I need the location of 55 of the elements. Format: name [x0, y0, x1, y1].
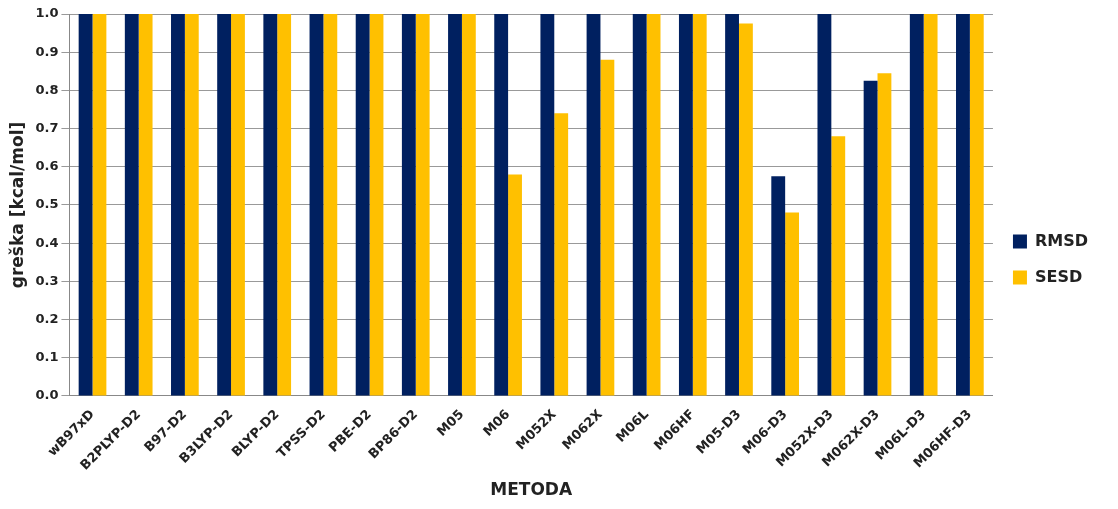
bar — [355, 14, 370, 396]
y-tick-label: 0.4 — [35, 234, 59, 250]
bar — [956, 14, 970, 396]
bar — [263, 14, 278, 396]
bar — [401, 14, 416, 396]
bar — [323, 14, 338, 396]
y-tick-label: 0.5 — [35, 196, 59, 212]
bar — [771, 176, 786, 396]
bar — [632, 14, 647, 396]
legend-label: SESD — [1034, 266, 1083, 286]
bar — [92, 14, 107, 396]
bar — [738, 23, 753, 396]
y-tick-label: 0.1 — [35, 349, 59, 365]
bar — [725, 14, 739, 396]
bar — [494, 14, 509, 396]
bar — [600, 59, 615, 396]
bar — [171, 14, 185, 396]
y-tick-label: 0.8 — [35, 81, 59, 97]
bar — [184, 14, 199, 396]
bar — [508, 174, 522, 396]
y-tick-label: 0.2 — [35, 310, 59, 326]
bar — [554, 113, 569, 396]
x-axis-title: METODA — [490, 479, 573, 500]
bar — [863, 80, 878, 396]
y-tick-label: 0.6 — [35, 158, 59, 174]
bar — [540, 14, 555, 396]
y-tick-label: 0.7 — [35, 119, 59, 135]
bar — [646, 14, 661, 396]
bar — [78, 14, 93, 396]
bar — [124, 14, 139, 396]
bar — [448, 14, 462, 396]
bar — [877, 73, 892, 396]
bar — [369, 14, 384, 396]
bar — [785, 212, 800, 396]
bar — [923, 14, 938, 396]
bar — [817, 14, 832, 396]
bar — [586, 14, 601, 396]
bar — [909, 14, 924, 396]
legend-label: RMSD — [1034, 230, 1088, 250]
bar — [692, 14, 707, 396]
bar — [138, 14, 153, 396]
bar — [969, 14, 984, 396]
bar — [277, 14, 292, 396]
bar — [309, 14, 324, 396]
bar — [231, 14, 245, 396]
bar — [678, 14, 693, 396]
bar — [217, 14, 232, 396]
y-tick-label: 1.0 — [35, 5, 59, 21]
y-tick-label: 0.0 — [35, 387, 59, 403]
bar — [461, 14, 476, 396]
y-axis-title: greška [kcal/mol] — [6, 121, 27, 289]
bar — [831, 136, 846, 396]
bar — [415, 14, 430, 396]
y-tick-label: 0.3 — [35, 272, 59, 288]
y-tick-label: 0.9 — [35, 43, 59, 59]
